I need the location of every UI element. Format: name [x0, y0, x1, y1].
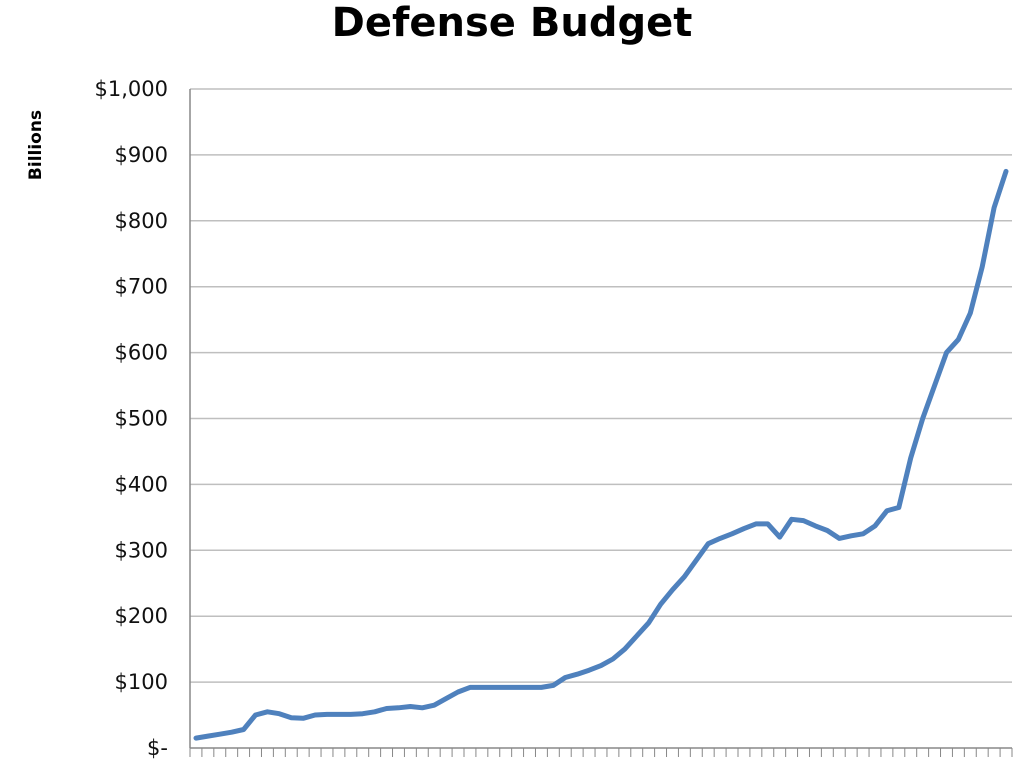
- y-tick-label: $100: [115, 670, 168, 694]
- series-line: [193, 168, 1009, 741]
- series-layer: [193, 168, 1009, 741]
- y-tick-label: $500: [115, 407, 168, 431]
- gridlines: [190, 88, 1012, 683]
- y-tick-label: $600: [115, 341, 168, 365]
- y-tick-label: $700: [115, 275, 168, 299]
- y-tick-label: $300: [115, 538, 168, 562]
- chart-title: Defense Budget: [331, 0, 693, 46]
- y-tick-labels: $- $100 $200 $300 $400 $500 $600 $700 $800 $900 $1…: [95, 77, 168, 760]
- y-tick-label: $200: [115, 604, 168, 628]
- axes: [189, 89, 1012, 749]
- y-tick-label: $-: [147, 736, 168, 760]
- y-tick-label: $900: [115, 143, 168, 167]
- y-tick-label: $1,000: [95, 77, 168, 101]
- y-tick-label: $800: [115, 209, 168, 233]
- x-tick-marks: [189, 748, 1013, 757]
- y-tick-label: $400: [115, 472, 168, 496]
